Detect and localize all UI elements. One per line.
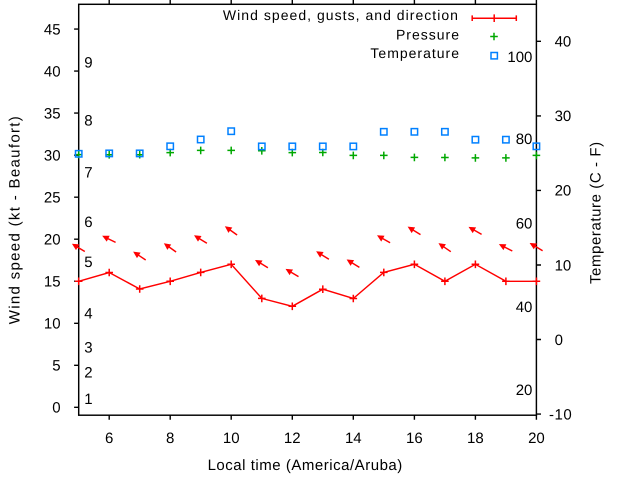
svg-text:20: 20 bbox=[44, 232, 61, 249]
svg-text:5: 5 bbox=[52, 358, 60, 375]
svg-text:0: 0 bbox=[52, 400, 60, 417]
svg-text:16: 16 bbox=[406, 430, 423, 447]
svg-text:Wind speed (kt - Beaufort): Wind speed (kt - Beaufort) bbox=[7, 115, 24, 324]
svg-text:0: 0 bbox=[555, 332, 563, 349]
svg-text:Temperature (C - F): Temperature (C - F) bbox=[588, 141, 605, 284]
svg-text:40: 40 bbox=[516, 299, 533, 316]
svg-text:20: 20 bbox=[516, 382, 533, 399]
svg-text:80: 80 bbox=[516, 131, 533, 148]
svg-text:-10: -10 bbox=[549, 406, 572, 423]
svg-text:6: 6 bbox=[105, 430, 113, 447]
svg-text:5: 5 bbox=[84, 254, 92, 271]
svg-text:18: 18 bbox=[467, 430, 484, 447]
svg-text:25: 25 bbox=[44, 189, 61, 206]
svg-text:8: 8 bbox=[166, 430, 174, 447]
svg-text:14: 14 bbox=[345, 430, 362, 447]
svg-text:100: 100 bbox=[507, 49, 532, 66]
svg-text:10: 10 bbox=[223, 430, 240, 447]
svg-text:45: 45 bbox=[44, 21, 61, 38]
svg-text:4: 4 bbox=[84, 306, 92, 323]
svg-text:Temperature: Temperature bbox=[370, 45, 460, 61]
svg-text:9: 9 bbox=[84, 55, 92, 72]
svg-text:10: 10 bbox=[555, 257, 572, 274]
svg-text:3: 3 bbox=[84, 340, 92, 357]
svg-text:7: 7 bbox=[84, 165, 92, 182]
svg-text:20: 20 bbox=[528, 430, 545, 447]
svg-text:35: 35 bbox=[44, 105, 61, 122]
svg-text:30: 30 bbox=[555, 108, 572, 125]
svg-text:Pressure: Pressure bbox=[396, 27, 460, 43]
svg-text:2: 2 bbox=[84, 365, 92, 382]
svg-text:1: 1 bbox=[84, 391, 92, 408]
svg-text:Local time (America/Aruba): Local time (America/Aruba) bbox=[208, 457, 403, 474]
svg-text:Wind speed, gusts, and directi: Wind speed, gusts, and direction bbox=[223, 7, 459, 23]
svg-text:30: 30 bbox=[44, 147, 61, 164]
svg-text:40: 40 bbox=[555, 34, 572, 51]
svg-text:20: 20 bbox=[555, 183, 572, 200]
svg-text:15: 15 bbox=[44, 274, 61, 291]
svg-text:8: 8 bbox=[84, 113, 92, 130]
svg-text:6: 6 bbox=[84, 214, 92, 231]
svg-text:40: 40 bbox=[44, 63, 61, 80]
svg-text:60: 60 bbox=[516, 216, 533, 233]
svg-text:12: 12 bbox=[284, 430, 301, 447]
svg-text:10: 10 bbox=[44, 316, 61, 333]
